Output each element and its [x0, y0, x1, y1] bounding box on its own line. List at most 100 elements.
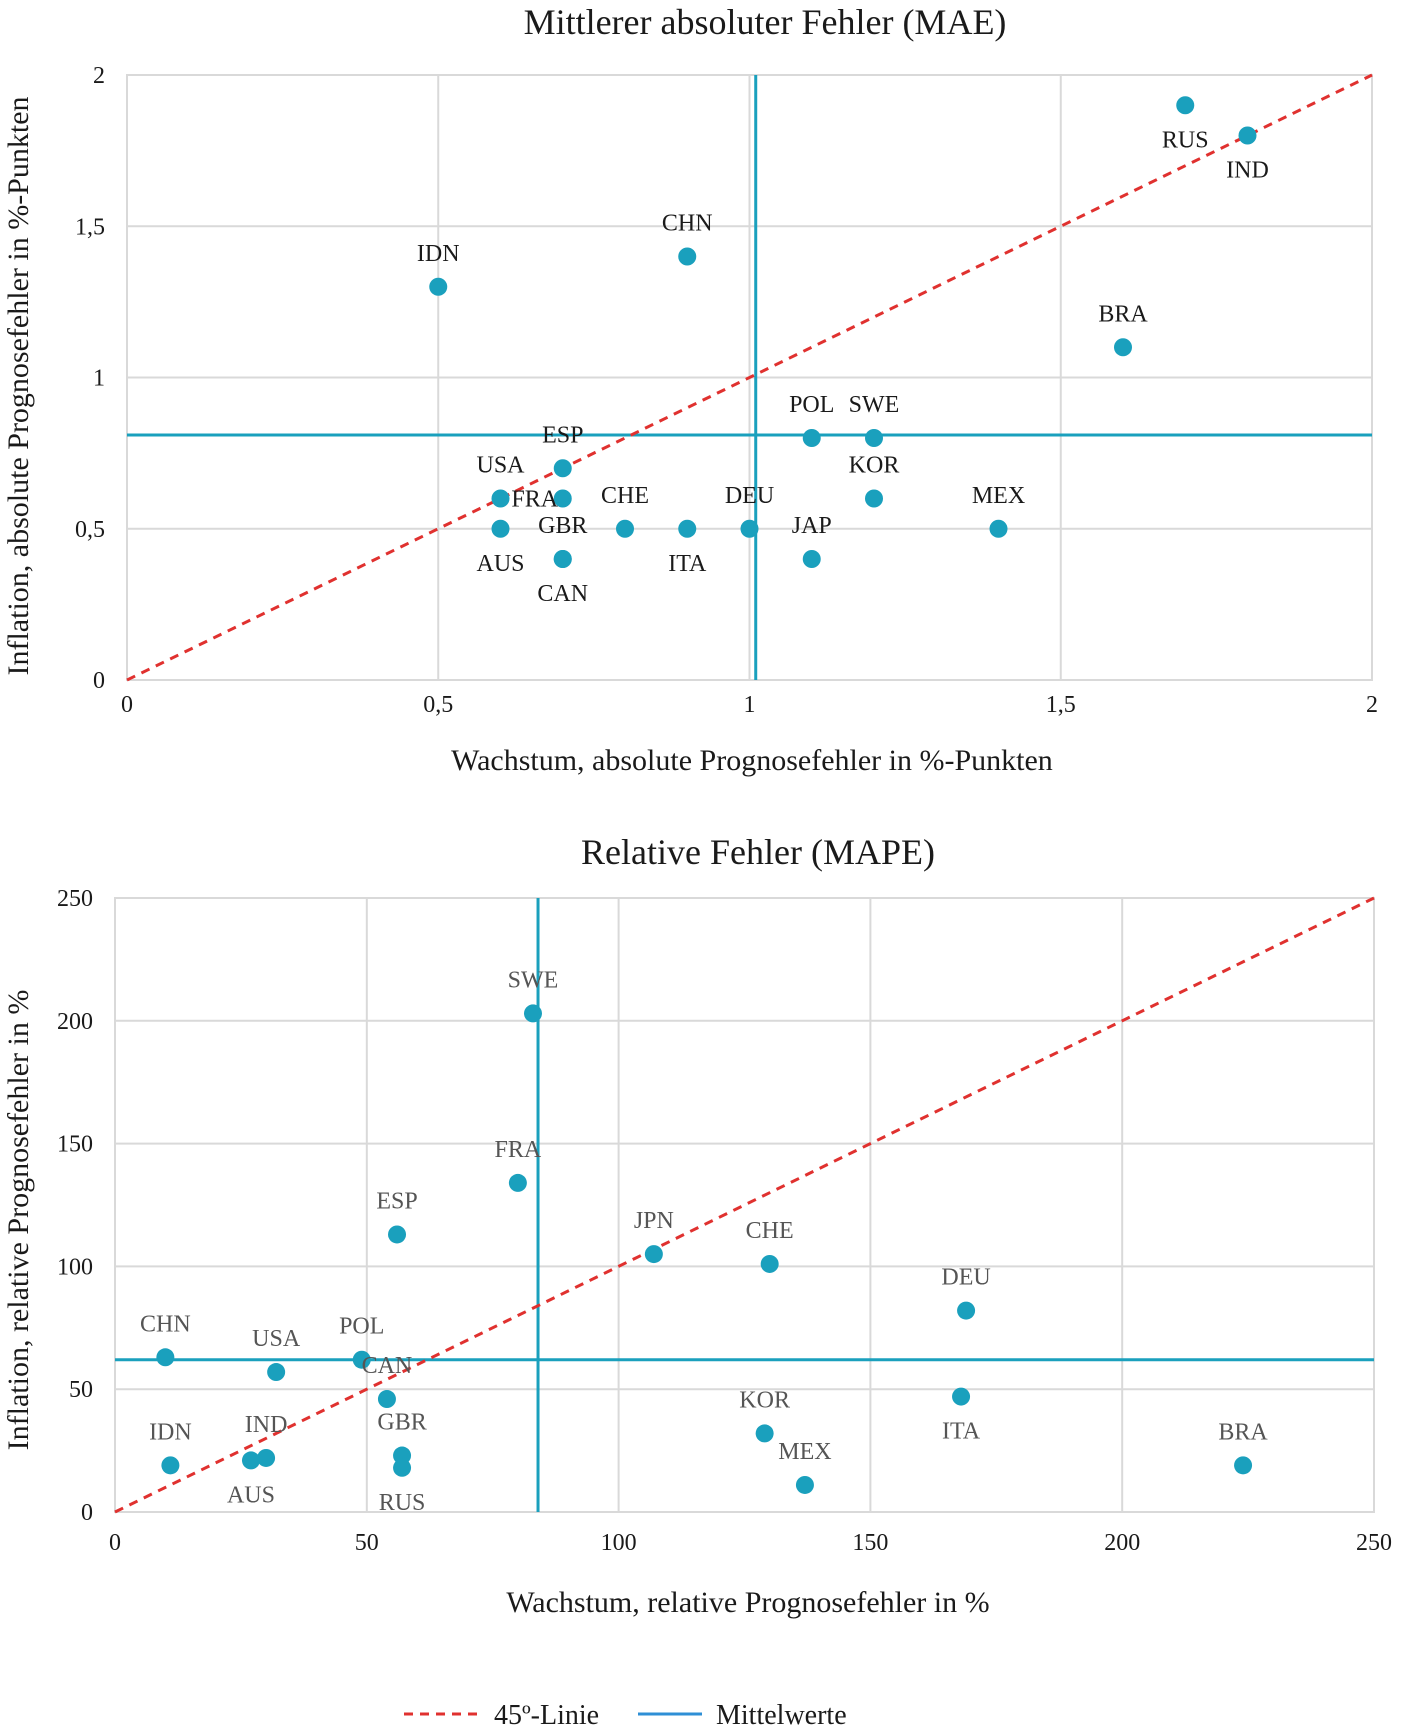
mape-point-deu: [957, 1301, 976, 1320]
mape-x-tick-label: 50: [355, 1530, 379, 1556]
mape-point-swe: [523, 1004, 542, 1023]
mae-point-label-ita: ITA: [668, 551, 707, 577]
mape-y-tick-label: 150: [57, 1132, 93, 1158]
mape-point-label-can: CAN: [362, 1353, 413, 1379]
mae-y-tick-label: 1: [93, 366, 105, 392]
mape-x-axis-label: Wachstum, relative Prognosefehler in %: [506, 1586, 989, 1619]
mae-chart-title: Mittlerer absoluter Fehler (MAE): [524, 2, 1007, 42]
mae-point-label-kor: KOR: [849, 453, 900, 479]
mape-chart: Relative Fehler (MAPE) Wachstum, relativ…: [2, 832, 1392, 1619]
mape-chart-title: Relative Fehler (MAPE): [581, 832, 935, 872]
mape-point-label-rus: RUS: [379, 1490, 426, 1516]
mae-point-label-bra: BRA: [1098, 301, 1148, 327]
mape-point-label-idn: IDN: [149, 1419, 192, 1445]
mape-point-can: [377, 1390, 396, 1409]
mae-point-deu: [740, 519, 759, 538]
mape-point-label-swe: SWE: [508, 967, 559, 993]
mape-point-pol: [352, 1350, 371, 1369]
mape-point-label-kor: KOR: [739, 1387, 790, 1413]
mae-point-fra: [553, 489, 572, 508]
mape-x-tick-label: 200: [1104, 1530, 1140, 1556]
mae-point-rus: [1176, 96, 1195, 115]
mape-point-esp: [388, 1225, 407, 1244]
mae-x-axis-label: Wachstum, absolute Prognosefehler in %-P…: [451, 744, 1053, 777]
mape-point-mex: [795, 1475, 814, 1494]
mape-point-che: [760, 1254, 779, 1273]
mae-point-bra: [1114, 338, 1132, 357]
mae-x-tick-label: 0,5: [423, 692, 453, 718]
mae-x-tick-label: 2: [1366, 692, 1378, 718]
mae-diagonal-line: [126, 73, 1373, 682]
mae-point-swe: [865, 429, 883, 447]
mae-point-mex: [989, 519, 1008, 538]
legend: 45º-Linie Mittelwerte: [404, 1700, 847, 1726]
mape-y-tick-label: 0: [81, 1500, 93, 1526]
mape-point-idn: [161, 1456, 180, 1475]
mape-x-tick-label: 150: [852, 1530, 888, 1556]
mape-point-label-fra: FRA: [495, 1137, 542, 1163]
mae-point-idn: [429, 277, 448, 296]
mae-point-label-usa: USA: [476, 453, 525, 479]
mae-point-aus: [491, 519, 510, 538]
mape-point-label-chn: CHN: [140, 1311, 191, 1337]
mae-x-tick-label: 1,5: [1046, 692, 1076, 718]
mae-point-label-aus: AUS: [476, 551, 524, 577]
mae-point-label-che: CHE: [601, 483, 649, 509]
mape-point-kor: [755, 1424, 774, 1443]
mae-x-tick-label: 0: [121, 692, 133, 718]
mape-y-tick-label: 250: [57, 886, 93, 912]
mae-y-tick-label: 2: [93, 63, 105, 89]
mae-point-label-esp: ESP: [542, 422, 583, 448]
mae-point-label-chn: CHN: [662, 211, 713, 237]
mape-y-axis-label: Inflation, relative Prognosefehler in %: [2, 990, 35, 1451]
mae-point-ind: [1238, 126, 1257, 145]
mae-point-kor: [865, 489, 883, 508]
mape-point-aus: [241, 1451, 260, 1470]
mae-point-chn: [678, 247, 697, 266]
mae-point-jap: [802, 550, 821, 568]
mae-point-che: [616, 519, 634, 538]
mae-point-label-gbr: GBR: [538, 513, 587, 539]
mape-point-label-ind: IND: [245, 1412, 288, 1438]
mae-point-label-idn: IDN: [417, 241, 460, 267]
mae-point-ita: [678, 519, 697, 538]
mape-x-tick-label: 0: [109, 1530, 121, 1556]
mape-y-tick-label: 200: [57, 1009, 93, 1035]
mape-point-label-ita: ITA: [942, 1419, 981, 1445]
mape-point-label-aus: AUS: [227, 1482, 275, 1508]
mape-diagonal-line: [114, 896, 1375, 1514]
mae-point-label-can: CAN: [537, 581, 588, 607]
mae-point-label-jap: JAP: [792, 513, 832, 539]
mape-point-label-jpn: JPN: [634, 1208, 674, 1234]
mape-point-usa: [267, 1363, 286, 1382]
mape-point-label-esp: ESP: [376, 1188, 417, 1214]
mae-x-tick-label: 1: [744, 692, 756, 718]
mape-point-label-usa: USA: [252, 1326, 301, 1352]
mae-point-label-pol: POL: [789, 392, 834, 418]
legend-diagonal-label: 45º-Linie: [494, 1700, 599, 1726]
mape-point-label-deu: DEU: [941, 1265, 990, 1291]
mae-y-axis-label: Inflation, absolute Prognosefehler in %-…: [2, 96, 35, 675]
mae-point-can: [553, 550, 572, 568]
mape-point-ind: [257, 1448, 276, 1467]
mae-y-tick-label: 1,5: [75, 214, 105, 240]
mae-y-tick-label: 0: [93, 668, 105, 694]
mae-point-usa: [491, 489, 510, 508]
mae-chart: Mittlerer absoluter Fehler (MAE) Wachstu…: [2, 2, 1378, 777]
mape-plot-frame: [114, 897, 1375, 1513]
mape-point-chn: [156, 1348, 175, 1367]
mape-y-tick-label: 100: [57, 1254, 93, 1280]
mae-point-label-deu: DEU: [725, 483, 774, 509]
mape-point-label-bra: BRA: [1218, 1419, 1268, 1445]
mae-point-label-rus: RUS: [1162, 127, 1209, 153]
mape-y-tick-label: 50: [69, 1377, 93, 1403]
mae-point-esp: [553, 459, 572, 478]
mae-point-pol: [802, 429, 821, 447]
mape-point-ita: [952, 1387, 971, 1406]
mae-point-label-ind: IND: [1226, 158, 1269, 184]
mape-point-bra: [1234, 1456, 1253, 1475]
mae-plot-frame: [126, 74, 1373, 681]
mape-point-fra: [508, 1173, 527, 1192]
mape-point-label-gbr: GBR: [377, 1410, 426, 1436]
